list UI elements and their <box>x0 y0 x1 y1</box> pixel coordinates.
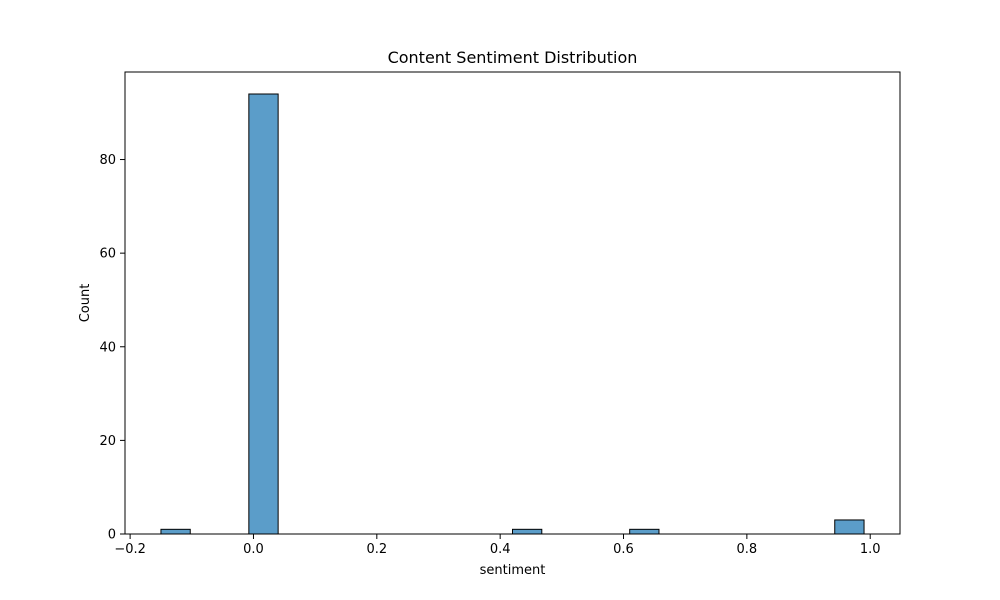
x-tick-label-0: −0.2 <box>114 542 146 557</box>
x-tick-label-4: 0.6 <box>613 542 634 557</box>
x-tick-label-1: 0.0 <box>243 542 264 557</box>
x-axis-ticks: −0.2 0.0 0.2 0.4 0.6 0.8 1.0 <box>114 534 881 557</box>
y-tick-label-0: 0 <box>108 528 116 543</box>
histogram-bar-3 <box>629 528 660 535</box>
y-tick-label-1: 20 <box>99 434 116 449</box>
histogram-bar-2 <box>512 528 543 535</box>
histogram-bar-0 <box>160 528 191 535</box>
x-tick-label-6: 1.0 <box>860 542 881 557</box>
x-tick-label-5: 0.8 <box>737 542 758 557</box>
y-tick-label-3: 60 <box>99 247 116 262</box>
bars-group <box>160 93 865 535</box>
x-axis-label: sentiment <box>480 563 546 578</box>
y-axis-label: Count <box>78 284 93 323</box>
y-tick-label-2: 40 <box>99 340 116 355</box>
histogram-bar-4 <box>834 519 865 535</box>
y-tick-label-4: 80 <box>99 153 116 168</box>
y-axis-ticks: 0 20 40 60 80 <box>99 153 125 543</box>
plot-area-frame <box>124 71 901 535</box>
chart-title: Content Sentiment Distribution <box>388 48 638 67</box>
x-tick-label-2: 0.2 <box>366 542 387 557</box>
histogram-bar-1 <box>248 93 279 535</box>
x-tick-label-3: 0.4 <box>490 542 511 557</box>
